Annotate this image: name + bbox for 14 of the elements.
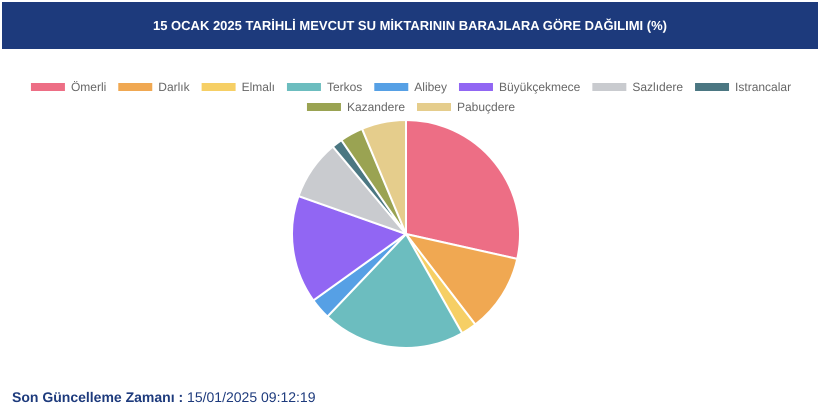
text: 15/01/2025 09:12:19 (187, 389, 316, 405)
legend-label: Ömerli (70, 80, 106, 94)
legend-label: Büyükçekmece (498, 80, 581, 94)
legend-label: Sazlıdere (632, 80, 684, 94)
chart-title: 15 OCAK 2025 TARİHLİ MEVCUT SU MİKTARININ BARAJLARA GÖRE DAĞILIMI (%) (152, 18, 667, 33)
title-banner: 15 OCAK 2025 TARİHLİ MEVCUT SU MİKTARININ BARAJLARA GÖRE DAĞILIMI (%) (2, 2, 818, 49)
legend-label: Istrancalar (735, 80, 792, 94)
legend-label: Elmalı (242, 80, 275, 94)
legend-label: Darlık (158, 80, 191, 94)
legend-label: Terkos (326, 80, 362, 94)
legend-label: Pabuçdere (457, 100, 516, 114)
text: Son Güncelleme Zamanı : (12, 389, 184, 405)
legend-label: Kazandere (346, 100, 406, 114)
legend-label: Alibey (414, 80, 447, 94)
